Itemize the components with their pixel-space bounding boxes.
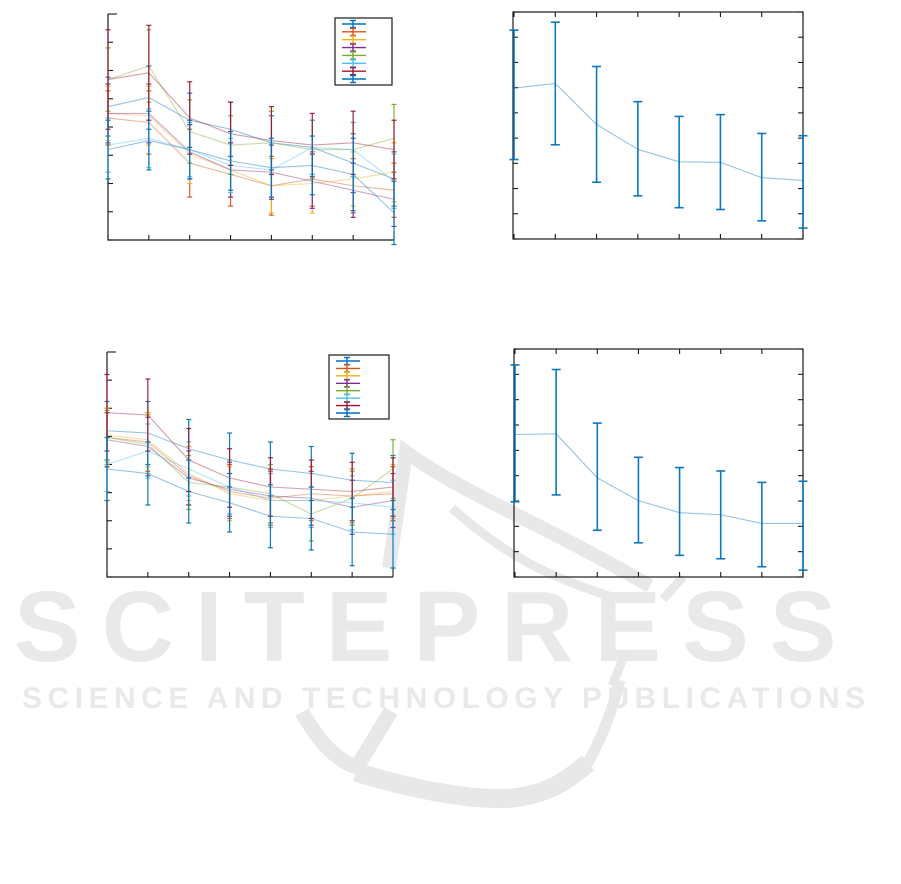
watermark-title: SCITEPRESS: [14, 571, 858, 683]
series-errorbars: [105, 110, 397, 246]
series-line: [107, 137, 395, 182]
series-line: [107, 112, 395, 187]
ribbon-slash-1: [659, 573, 687, 603]
chart-top-right-mean: [509, 11, 808, 240]
legend-box: [328, 354, 390, 420]
ribbon-check: [295, 707, 398, 776]
series-line: [106, 412, 394, 493]
series-line: [106, 430, 394, 484]
series-errorbars: [510, 364, 808, 571]
plot-frame: [513, 348, 804, 578]
series-line: [108, 112, 395, 200]
series-line: [106, 439, 394, 508]
series-line: [514, 433, 803, 524]
series-line: [106, 436, 394, 515]
ribbon-tail: [581, 678, 626, 769]
series-line: [107, 65, 395, 151]
ribbon-peak: [382, 439, 654, 593]
chart-bottom-right-mean: [510, 348, 808, 578]
ribbon-wave: [353, 755, 595, 809]
chart-bottom-left-multiseries: [104, 351, 396, 578]
series-line: [106, 434, 394, 502]
legend-top-left-multiseries: [334, 17, 393, 86]
watermark-subtitle: SCIENCE AND TECHNOLOGY PUBLICATIONS: [22, 682, 871, 715]
series-line: [107, 117, 395, 191]
series-line: [106, 450, 394, 508]
legend-box: [334, 17, 393, 86]
series-line: [107, 72, 395, 151]
series-line: [106, 436, 394, 499]
series-line: [107, 97, 395, 180]
ribbon-underline: [448, 504, 614, 602]
legend-bottom-left-multiseries: [328, 354, 390, 420]
plot-frame: [512, 11, 804, 240]
charts-root: [104, 11, 808, 578]
series-line: [107, 139, 395, 214]
chart-top-left-multiseries: [105, 13, 397, 246]
series-line: [106, 468, 394, 535]
series-errorbars: [104, 436, 396, 569]
series-line: [513, 82, 804, 181]
watermark-ribbon: [295, 439, 687, 809]
series-errorbars: [509, 21, 808, 229]
